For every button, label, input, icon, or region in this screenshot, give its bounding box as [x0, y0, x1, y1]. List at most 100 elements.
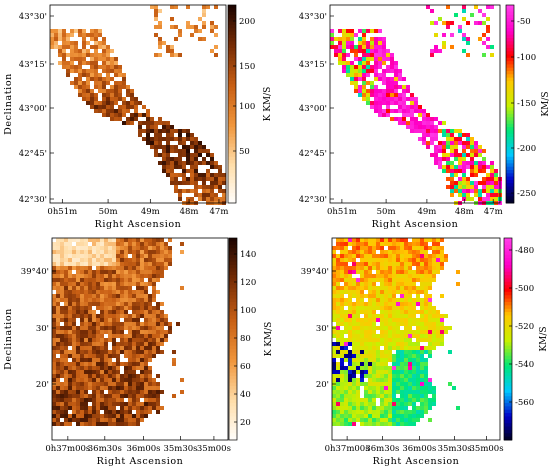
heatmap-cell — [100, 238, 104, 242]
heatmap-cell — [142, 113, 146, 117]
heatmap-cell — [416, 378, 420, 382]
heatmap-cell — [342, 57, 346, 61]
heatmap-cell — [182, 177, 186, 181]
heatmap-cell — [132, 350, 136, 354]
heatmap-cell — [90, 37, 94, 41]
heatmap-cell — [54, 37, 58, 41]
heatmap-cell — [68, 342, 72, 346]
heatmap-cell — [388, 346, 392, 350]
heatmap-cell — [424, 318, 428, 322]
heatmap-cell — [152, 258, 156, 262]
heatmap-cell — [140, 306, 144, 310]
heatmap-cell — [60, 398, 64, 402]
heatmap-cell — [186, 153, 190, 157]
heatmap-cell — [88, 350, 92, 354]
heatmap-cell — [114, 65, 118, 69]
heatmap-cell — [136, 330, 140, 334]
heatmap-cell — [434, 153, 438, 157]
heatmap-cell — [454, 181, 458, 185]
heatmap-cell — [140, 278, 144, 282]
heatmap-cell — [64, 238, 68, 242]
heatmap-cell — [444, 258, 448, 262]
heatmap-cell — [340, 238, 344, 242]
heatmap-cell — [372, 250, 376, 254]
heatmap-cell — [68, 294, 72, 298]
heatmap-cell — [110, 49, 114, 53]
colorbar-swatch — [506, 153, 514, 158]
heatmap-cell — [462, 49, 466, 53]
heatmap-cell — [82, 37, 86, 41]
heatmap-cell — [340, 398, 344, 402]
colorbar-tick-label: 40 — [240, 390, 251, 400]
heatmap-cell — [190, 173, 194, 177]
heatmap-cell — [116, 254, 120, 258]
heatmap-cell — [80, 278, 84, 282]
heatmap-cell — [394, 93, 398, 97]
heatmap-cell — [96, 374, 100, 378]
heatmap-cell — [186, 197, 190, 201]
heatmap-cell — [466, 181, 470, 185]
heatmap-cell — [360, 398, 364, 402]
heatmap-cell — [112, 362, 116, 366]
heatmap-cell — [404, 278, 408, 282]
heatmap-cell — [342, 61, 346, 65]
heatmap-cell — [92, 398, 96, 402]
heatmap-cell — [368, 406, 372, 410]
heatmap-cell — [404, 270, 408, 274]
heatmap-cell — [406, 85, 410, 89]
heatmap-cell — [402, 113, 406, 117]
heatmap-cell — [142, 129, 146, 133]
heatmap-cell — [56, 270, 60, 274]
heatmap-cell — [222, 177, 226, 181]
heatmap-cell — [404, 406, 408, 410]
heatmap-cell — [376, 294, 380, 298]
heatmap-cell — [56, 410, 60, 414]
heatmap-cell — [120, 390, 124, 394]
heatmap-cell — [64, 378, 68, 382]
heatmap-cell — [386, 89, 390, 93]
heatmap-cell — [112, 286, 116, 290]
heatmap-cell — [84, 286, 88, 290]
heatmap-cell — [124, 270, 128, 274]
heatmap-cell — [408, 354, 412, 358]
heatmap-cell — [342, 69, 346, 73]
heatmap-cell — [376, 270, 380, 274]
heatmap-cell — [202, 185, 206, 189]
heatmap-cell — [434, 137, 438, 141]
heatmap-cell — [142, 137, 146, 141]
heatmap-cell — [96, 290, 100, 294]
heatmap-cell — [352, 342, 356, 346]
heatmap-cell — [442, 129, 446, 133]
heatmap-cell — [466, 145, 470, 149]
heatmap-cell — [428, 318, 432, 322]
heatmap-cell — [160, 246, 164, 250]
heatmap-cell — [132, 398, 136, 402]
heatmap-cell — [340, 366, 344, 370]
colorbar-swatch — [506, 140, 514, 145]
heatmap-cell — [72, 298, 76, 302]
heatmap-cell — [140, 250, 144, 254]
heatmap-cell — [426, 113, 430, 117]
heatmap-cell — [394, 65, 398, 69]
heatmap-cell — [384, 342, 388, 346]
heatmap-cell — [116, 290, 120, 294]
heatmap-cell — [84, 346, 88, 350]
heatmap-cell — [114, 81, 118, 85]
heatmap-cell — [470, 157, 474, 161]
heatmap-cell — [60, 422, 64, 426]
heatmap-cell — [404, 310, 408, 314]
heatmap-cell — [396, 370, 400, 374]
heatmap-cell — [386, 105, 390, 109]
heatmap-cell — [104, 306, 108, 310]
heatmap-cell — [400, 238, 404, 242]
heatmap-cell — [420, 322, 424, 326]
colorbar-swatch — [228, 196, 236, 201]
colorbar-swatch — [228, 28, 236, 32]
heatmap-cell — [400, 334, 404, 338]
colorbar-swatch — [229, 248, 237, 252]
heatmap-cell — [364, 370, 368, 374]
heatmap-cell — [92, 262, 96, 266]
heatmap-cell — [390, 101, 394, 105]
heatmap-cell — [84, 378, 88, 382]
heatmap-cell — [482, 169, 486, 173]
